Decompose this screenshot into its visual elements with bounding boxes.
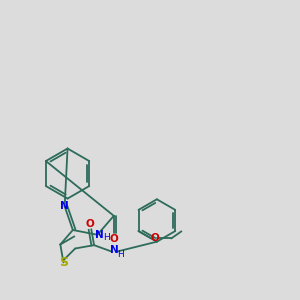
Text: S: S bbox=[59, 256, 68, 269]
Text: H: H bbox=[117, 250, 124, 259]
Text: O: O bbox=[110, 234, 118, 244]
Text: H: H bbox=[103, 233, 110, 242]
Text: N: N bbox=[94, 230, 103, 240]
Text: O: O bbox=[85, 219, 94, 229]
Text: N: N bbox=[110, 245, 119, 255]
Text: N: N bbox=[60, 201, 69, 212]
Text: O: O bbox=[151, 233, 160, 243]
